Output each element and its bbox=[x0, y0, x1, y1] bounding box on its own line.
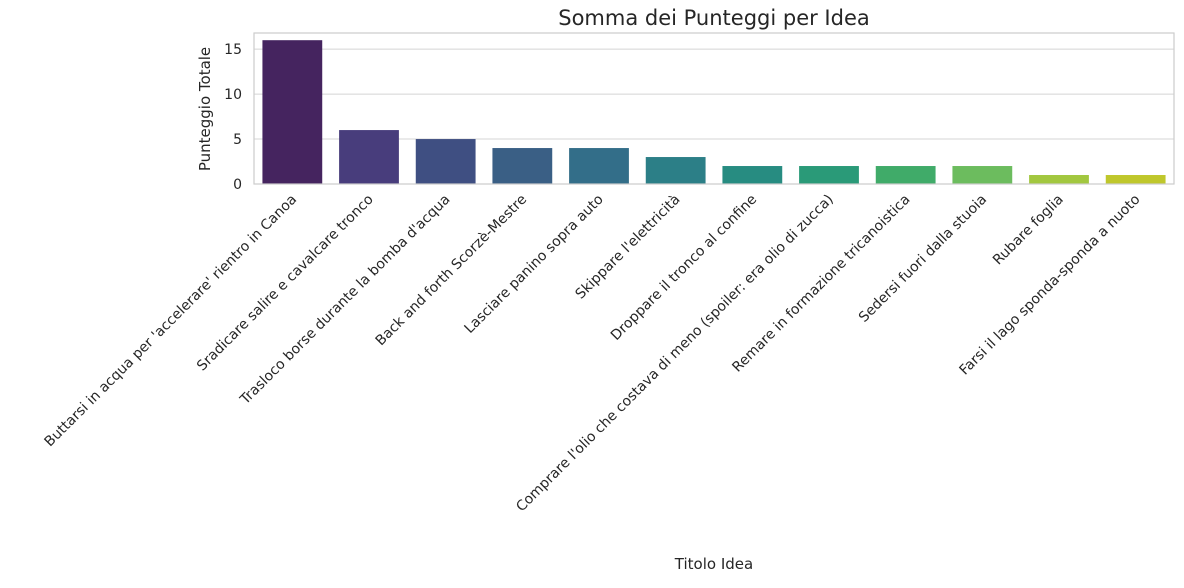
x-tick-label-10: Sedersi fuori dalla stuoia bbox=[856, 192, 990, 326]
x-tick-label-11: Rubare foglia bbox=[990, 192, 1067, 269]
bar-8 bbox=[799, 166, 859, 184]
x-tick-label-4: Back and forth Scorzè-Mestre bbox=[373, 192, 531, 350]
y-tick-label-0: 0 bbox=[233, 177, 242, 193]
bar-3 bbox=[415, 139, 476, 184]
y-axis-label: Punteggio Totale bbox=[196, 47, 214, 171]
bar-11 bbox=[1029, 175, 1089, 184]
bars bbox=[262, 40, 1166, 184]
bar-4 bbox=[492, 148, 553, 184]
bar-7 bbox=[722, 166, 783, 184]
bar-10 bbox=[952, 166, 1013, 184]
bar-1 bbox=[262, 40, 323, 184]
plot-background bbox=[254, 33, 1174, 184]
bar-5 bbox=[569, 148, 629, 184]
x-ticks: Buttarsi in acqua per 'accelerare' rient… bbox=[42, 192, 1144, 516]
y-tick-label-3: 15 bbox=[224, 42, 242, 58]
y-tick-label-1: 5 bbox=[233, 132, 242, 148]
chart-title: Somma dei Punteggi per Idea bbox=[558, 6, 870, 30]
bar-9 bbox=[875, 166, 936, 184]
x-axis-label: Titolo Idea bbox=[674, 555, 753, 573]
y-tick-label-2: 10 bbox=[224, 87, 242, 103]
bar-6 bbox=[645, 157, 706, 184]
bar-12 bbox=[1105, 175, 1166, 184]
x-tick-label-1: Buttarsi in acqua per 'accelerare' rient… bbox=[42, 192, 301, 451]
bar-2 bbox=[339, 130, 399, 184]
y-ticks: 0 5 10 15 bbox=[224, 42, 242, 193]
x-tick-label-5: Lasciare panino sopra auto bbox=[462, 192, 607, 337]
x-tick-label-7: Droppare il tronco al confine bbox=[608, 192, 760, 344]
plot-frame bbox=[253, 32, 1175, 185]
